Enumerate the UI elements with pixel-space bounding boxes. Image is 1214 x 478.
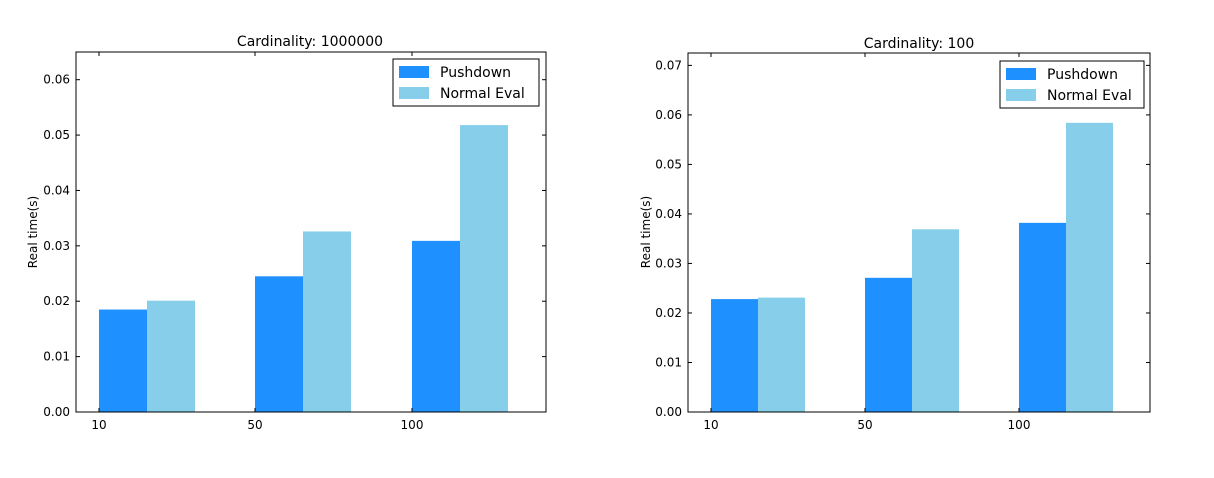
x-tick-label: 10 bbox=[703, 418, 718, 432]
bar-normal-eval-50 bbox=[912, 229, 959, 412]
bar-pushdown-50 bbox=[865, 277, 912, 412]
y-tick-label: 0.00 bbox=[43, 405, 70, 419]
bar-normal-eval-100 bbox=[460, 125, 508, 412]
y-axis-label: Real time(s) bbox=[639, 196, 653, 268]
y-axis-label: Real time(s) bbox=[26, 196, 40, 268]
axes-frame bbox=[687, 52, 1151, 413]
chart-title: Cardinality: 100 bbox=[864, 36, 975, 52]
y-tick-label: 0.03 bbox=[655, 256, 682, 270]
x-tick-label: 50 bbox=[247, 418, 262, 432]
y-tick-label: 0.07 bbox=[655, 58, 682, 72]
y-tick-label: 0.02 bbox=[43, 294, 70, 308]
bar-pushdown-10 bbox=[99, 309, 147, 412]
axes-frame bbox=[75, 51, 547, 413]
bar-normal-eval-100 bbox=[1066, 122, 1113, 413]
x-tick-label: 50 bbox=[857, 418, 872, 432]
bar-normal-eval-10 bbox=[758, 297, 805, 412]
bar-pushdown-50 bbox=[255, 276, 303, 412]
y-tick-label: 0.06 bbox=[655, 108, 682, 122]
y-tick-label: 0.03 bbox=[43, 239, 70, 253]
legend: Pushdown Normal Eval bbox=[392, 58, 540, 107]
y-tick-label: 0.04 bbox=[43, 183, 70, 197]
legend-label-normal-eval: Normal Eval bbox=[1047, 88, 1132, 104]
chart-1: Cardinality: 1000000 Real time(s) 0.000.… bbox=[26, 34, 547, 432]
y-tick-label: 0.01 bbox=[655, 355, 682, 369]
y-tick-label: 0.00 bbox=[655, 405, 682, 419]
legend-label-normal-eval: Normal Eval bbox=[440, 86, 525, 102]
legend-swatch-pushdown bbox=[399, 66, 429, 78]
chart-title: Cardinality: 1000000 bbox=[237, 34, 383, 50]
legend-label-pushdown: Pushdown bbox=[440, 65, 511, 81]
bar-pushdown-100 bbox=[412, 240, 460, 412]
bar-pushdown-100 bbox=[1019, 222, 1066, 412]
legend-swatch-normal-eval bbox=[399, 87, 429, 99]
bar-normal-eval-10 bbox=[147, 300, 195, 412]
plot-area: 0.00 0.01 0.02 0.03 0.04 0.05 0.06 10 50 100 bbox=[43, 51, 547, 432]
y-tick-label: 0.06 bbox=[43, 73, 70, 87]
bar-normal-eval-50 bbox=[303, 231, 351, 412]
y-tick-label: 0.02 bbox=[655, 306, 682, 320]
y-tick-label: 0.05 bbox=[655, 157, 682, 171]
y-tick-label: 0.05 bbox=[43, 128, 70, 142]
legend-label-pushdown: Pushdown bbox=[1047, 67, 1118, 83]
x-tick-label: 10 bbox=[91, 418, 106, 432]
y-tick-label: 0.04 bbox=[655, 207, 682, 221]
legend-swatch-normal-eval bbox=[1006, 89, 1036, 101]
chart-2: Cardinality: 100 Real time(s) 0.000.010.… bbox=[639, 36, 1151, 432]
bar-pushdown-10 bbox=[711, 299, 758, 412]
plot-area: 0.00 0.01 0.02 0.03 0.04 0.05 0.06 0.07 10 50 100 bbox=[655, 52, 1151, 432]
y-tick-label: 0.01 bbox=[43, 350, 70, 364]
legend-swatch-pushdown bbox=[1006, 68, 1036, 80]
legend: Pushdown Normal Eval bbox=[999, 60, 1145, 109]
x-tick-label: 100 bbox=[1008, 418, 1031, 432]
x-tick-label: 100 bbox=[401, 418, 424, 432]
